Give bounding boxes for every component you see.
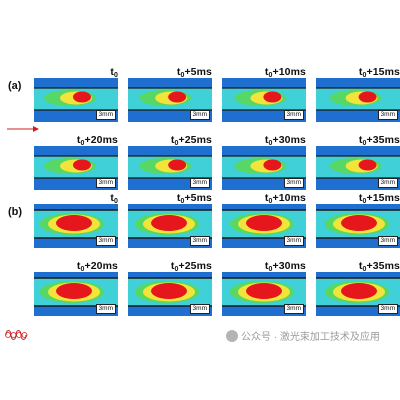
scale-bar: 3mm bbox=[95, 236, 116, 246]
frame-panel: t0+35ms 3mm bbox=[316, 260, 400, 318]
thermal-image bbox=[316, 78, 400, 122]
thermal-image bbox=[222, 78, 306, 122]
frame-time-label: t0 bbox=[110, 192, 118, 205]
frame-time-label: t0+30ms bbox=[264, 134, 306, 147]
frame-panel: t0+5ms 3mm bbox=[128, 66, 212, 124]
frame-panel: t0+15ms 3mm bbox=[316, 66, 400, 124]
scale-bar: 3mm bbox=[283, 178, 304, 188]
frame-time-label: t0+15ms bbox=[358, 66, 400, 79]
frame-time-label: t0+20ms bbox=[76, 134, 118, 147]
frame-panel: t0+25ms 3mm bbox=[128, 134, 212, 192]
frame-panel: t0+30ms 3mm bbox=[222, 134, 306, 192]
frame-panel: t0+25ms 3mm bbox=[128, 260, 212, 318]
thermal-image bbox=[34, 146, 118, 190]
watermark-text: 公众号 · 激光束加工技术及应用 bbox=[241, 332, 380, 343]
frame-time-label: t0+35ms bbox=[358, 260, 400, 273]
section-b-label: (b) bbox=[8, 206, 23, 218]
scale-bar: 3mm bbox=[189, 304, 210, 314]
frame-time-label: t0 bbox=[110, 66, 118, 79]
scale-bar: 3mm bbox=[377, 304, 398, 314]
thermal-image bbox=[34, 78, 118, 122]
coil-icon bbox=[5, 330, 28, 340]
frame-panel: t0 3mm bbox=[34, 66, 118, 124]
frame-time-label: t0+15ms bbox=[358, 192, 400, 205]
scale-bar: 3mm bbox=[189, 178, 210, 188]
frame-panel: t0+20ms 3mm bbox=[34, 134, 118, 192]
frame-panel: t0+20ms 3mm bbox=[34, 260, 118, 318]
thermal-image bbox=[128, 272, 212, 316]
scale-bar: 3mm bbox=[189, 236, 210, 246]
frame-panel: t0+35ms 3mm bbox=[316, 134, 400, 192]
frame-time-label: t0+5ms bbox=[176, 192, 212, 205]
thermal-image bbox=[128, 78, 212, 122]
thermal-image bbox=[222, 272, 306, 316]
frame-time-label: t0+30ms bbox=[264, 260, 306, 273]
scale-bar: 3mm bbox=[377, 110, 398, 120]
frame-time-label: t0+25ms bbox=[170, 260, 212, 273]
frame-time-label: t0+10ms bbox=[264, 192, 306, 205]
scale-bar: 3mm bbox=[377, 236, 398, 246]
red-arrow-icon bbox=[7, 126, 39, 132]
frame-panel: t0+10ms 3mm bbox=[222, 192, 306, 250]
scale-bar: 3mm bbox=[283, 304, 304, 314]
frame-panel: t0 3mm bbox=[34, 192, 118, 250]
frame-time-label: t0+10ms bbox=[264, 66, 306, 79]
frame-time-label: t0+25ms bbox=[170, 134, 212, 147]
scale-bar: 3mm bbox=[377, 178, 398, 188]
scale-bar: 3mm bbox=[95, 304, 116, 314]
frame-time-label: t0+5ms bbox=[176, 66, 212, 79]
frame-time-label: t0+20ms bbox=[76, 260, 118, 273]
scale-bar: 3mm bbox=[95, 110, 116, 120]
scale-bar: 3mm bbox=[189, 110, 210, 120]
scale-bar: 3mm bbox=[283, 110, 304, 120]
frame-panel: t0+30ms 3mm bbox=[222, 260, 306, 318]
section-a-label: (a) bbox=[8, 80, 22, 92]
wechat-icon bbox=[226, 330, 238, 342]
frame-time-label: t0+35ms bbox=[358, 134, 400, 147]
scale-bar: 3mm bbox=[283, 236, 304, 246]
frame-panel: t0+10ms 3mm bbox=[222, 66, 306, 124]
frame-panel: t0+5ms 3mm bbox=[128, 192, 212, 250]
watermark: 公众号 · 激光束加工技术及应用 bbox=[226, 328, 380, 343]
scale-bar: 3mm bbox=[95, 178, 116, 188]
frame-panel: t0+15ms 3mm bbox=[316, 192, 400, 250]
thermal-image bbox=[34, 272, 118, 316]
